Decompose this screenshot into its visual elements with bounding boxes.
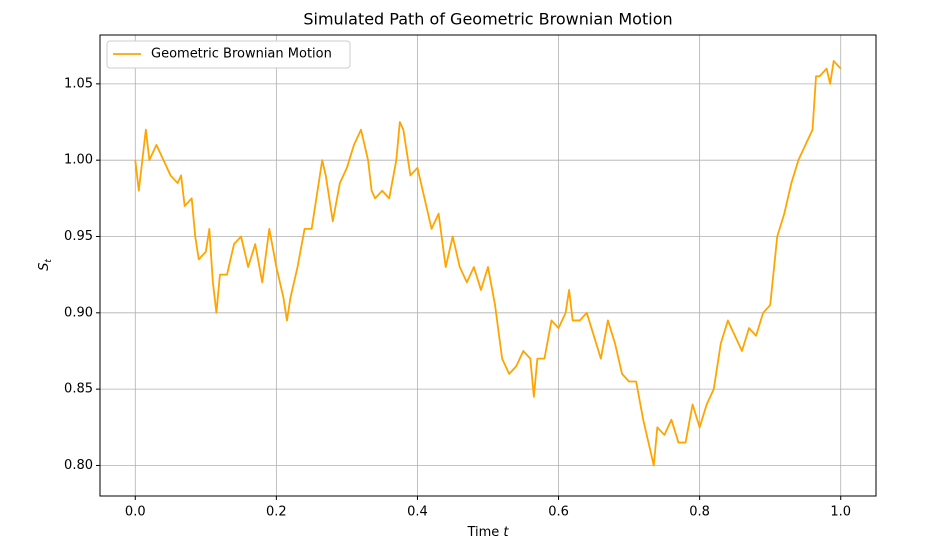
plot-frame <box>99 34 877 497</box>
y-label-text: S <box>37 263 52 271</box>
y-tick-label: 0.95 <box>64 229 93 244</box>
x-tick-label: 0.8 <box>689 505 710 520</box>
y-axis-label: St <box>37 259 54 271</box>
x-axis-label: Time t <box>466 525 509 540</box>
y-tick-label: 1.00 <box>64 153 93 168</box>
y-tick-label: 1.05 <box>64 76 93 91</box>
x-tick-label: 0.2 <box>266 505 287 520</box>
x-label-text: Time <box>466 525 499 540</box>
y-label-sub: t <box>44 259 54 263</box>
y-tick-label: 0.85 <box>64 382 93 397</box>
x-tick-label: 0.4 <box>407 505 428 520</box>
y-tick-label: 0.80 <box>64 458 93 473</box>
chart-title: Simulated Path of Geometric Brownian Mot… <box>303 10 672 29</box>
y-tick-label: 0.90 <box>64 305 93 320</box>
x-label-var: t <box>503 525 509 540</box>
legend: Geometric Brownian Motion <box>106 40 351 69</box>
x-tick-label: 1.0 <box>830 505 851 520</box>
x-tick-label: 0.6 <box>548 505 569 520</box>
legend-label: Geometric Brownian Motion <box>151 47 332 62</box>
x-tick-label: 0.0 <box>125 505 146 520</box>
legend-box <box>106 40 351 69</box>
data-line <box>134 60 842 467</box>
